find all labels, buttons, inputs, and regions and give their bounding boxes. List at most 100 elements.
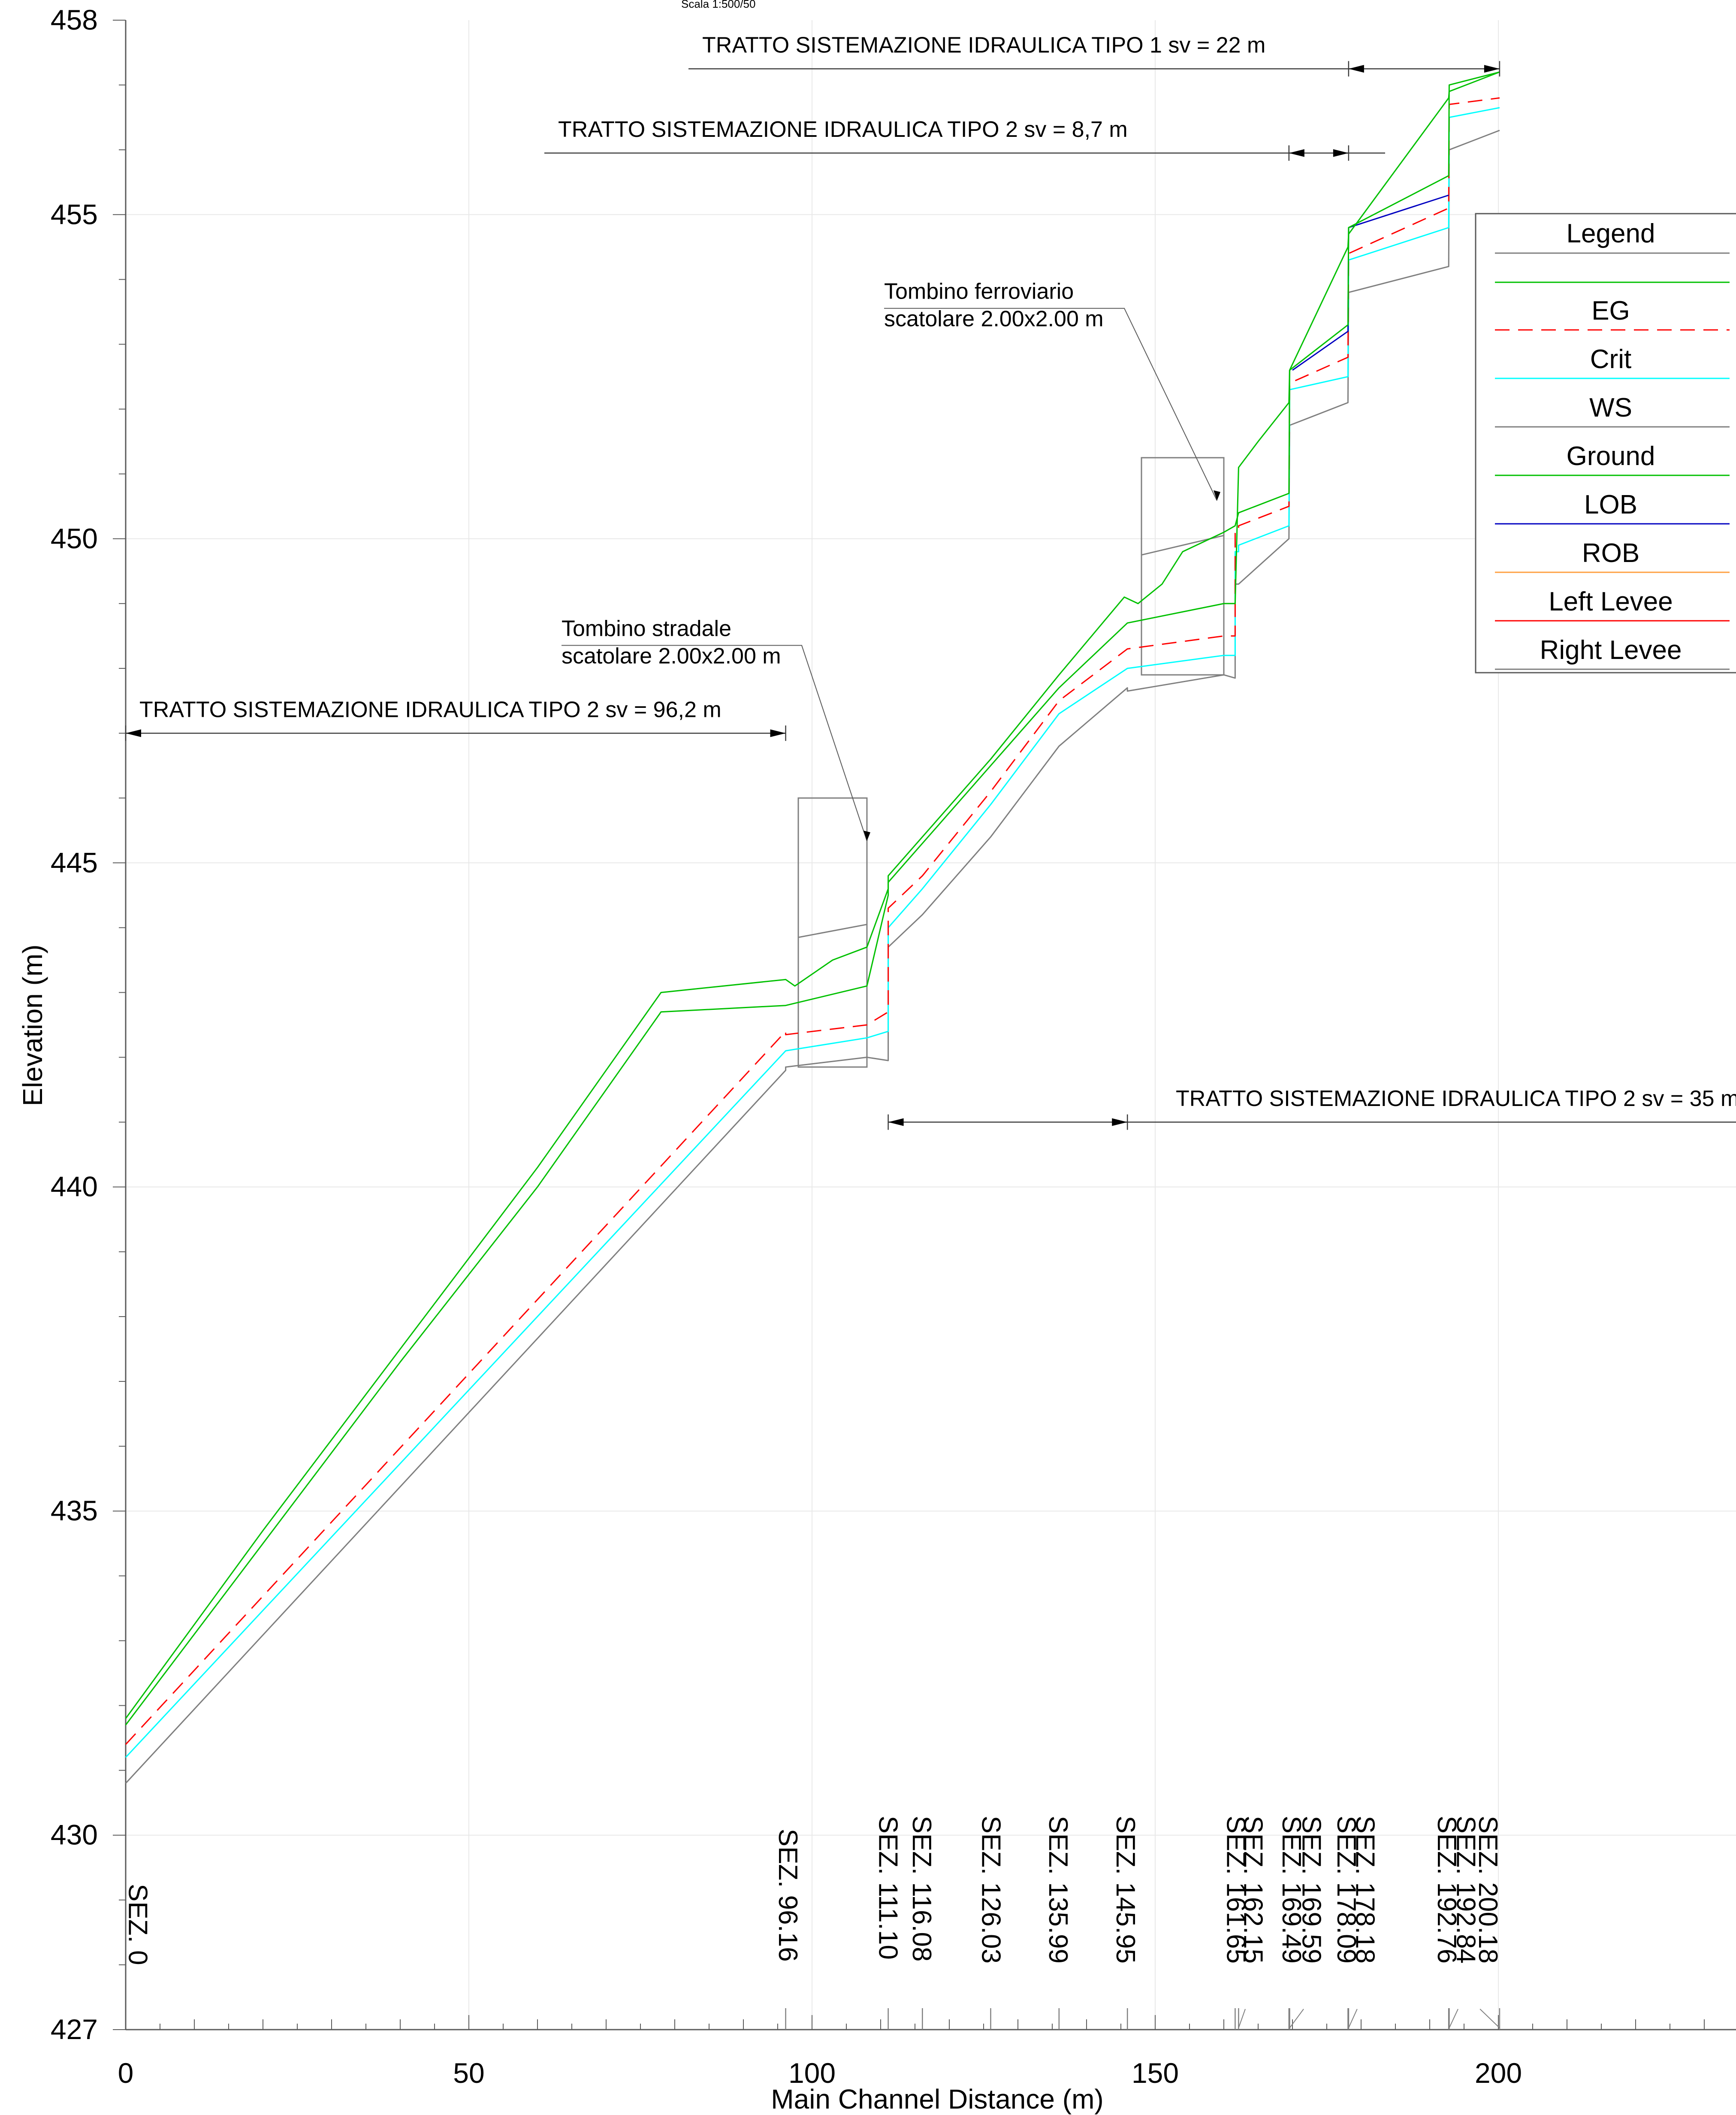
section-label: SEZ. 161.65 (1221, 1816, 1251, 1964)
legend-entry: EG (1495, 296, 1730, 331)
x-tick-label: 100 (788, 2057, 836, 2089)
legend-label: Right Levee (1540, 635, 1682, 665)
section-marker: SEZ. 178.18 (1348, 1816, 1380, 2030)
section-marker: SEZ. 162.15 (1238, 1816, 1268, 2030)
legend-label: WS (1589, 393, 1632, 423)
section-marker: SEZ. 126.03 (976, 1816, 1005, 2030)
reach-annotation: TRATTO SISTEMAZIONE IDRAULICA TIPO 2 sv … (125, 697, 786, 741)
reach-arrow-end (1333, 149, 1349, 157)
section-label: SEZ. 169.59 (1297, 1816, 1326, 1964)
reach-arrow-start (1348, 65, 1364, 73)
section-marker: SEZ. 161.65 (1221, 1816, 1251, 2030)
reach-arrow-start (888, 1118, 904, 1126)
x-axis-title: Main Channel Distance (m) (771, 2084, 1103, 2115)
reach-arrow-end (770, 729, 786, 737)
x-tick-label: 0 (118, 2057, 134, 2089)
reach-arrow-start (1289, 149, 1304, 157)
reach-annotation: TRATTO SISTEMAZIONE IDRAULICA TIPO 2 sv … (888, 1086, 1736, 1130)
section-label: SEZ. 162.15 (1238, 1816, 1268, 1964)
reach-label: TRATTO SISTEMAZIONE IDRAULICA TIPO 1 sv … (702, 33, 1265, 58)
culvert-leader-arrow (863, 831, 870, 841)
reach-annotations: TRATTO SISTEMAZIONE IDRAULICA TIPO 1 sv … (125, 33, 1736, 1130)
y-tick-label: 458 (51, 4, 98, 36)
series-eg (125, 97, 1500, 1745)
y-tick-label: 427 (51, 2013, 98, 2045)
culvert-label: Tombino ferroviario (884, 279, 1074, 304)
section-marker: SEZ. 192.76 (1432, 1816, 1461, 2030)
culvert-label: Tombino stradale (562, 616, 731, 641)
section-label: SEZ. 192.76 (1432, 1816, 1461, 1964)
culvert-leader (562, 645, 867, 841)
legend-label: Ground (1567, 441, 1655, 471)
culvert-label: scatolare 2.00x2.00 m (562, 644, 781, 668)
legend-label: EG (1591, 296, 1630, 326)
x-tick-label: 200 (1475, 2057, 1522, 2089)
section-label: SEZ. 178.18 (1350, 1816, 1380, 1964)
y-tick-label: 455 (51, 198, 98, 230)
y-tick-label: 445 (51, 846, 98, 878)
section-marker: SEZ. 178.09 (1331, 1816, 1361, 2030)
legend-entry: LOB (1495, 490, 1730, 525)
section-marker: SEZ. 169.59 (1289, 1816, 1326, 2030)
section-marker: SEZ. 200.18 (1473, 1816, 1503, 2030)
section-offset-leader (1479, 2009, 1500, 2028)
ticks: 0501001502002427430435440445450455458 (51, 4, 1705, 2089)
section-marker: SEZ. 111.10 (873, 1816, 903, 2030)
y-tick-label: 430 (51, 1819, 98, 1851)
legend-title: Legend (1567, 219, 1655, 248)
series-left-levee (125, 71, 1500, 1719)
x-tick-label: 150 (1132, 2057, 1179, 2089)
reach-annotation: TRATTO SISTEMAZIONE IDRAULICA TIPO 1 sv … (688, 33, 1501, 77)
section-labels: SEZ. 0 SEZ. 96.16 SEZ. 111.10 SEZ. 116.08 SE… (123, 1816, 1503, 2030)
section-marker: SEZ. 116.08 (907, 1816, 936, 2030)
legend-entry: WS (1495, 393, 1730, 428)
legend-entry: Crit (1495, 344, 1730, 379)
culvert-leader (884, 308, 1217, 501)
culvert-structure: Tombino stradale scatolare 2.00x2.00 m (562, 616, 870, 1068)
section-label: SEZ. 116.08 (907, 1816, 936, 1961)
culvert-label: scatolare 2.00x2.00 m (884, 307, 1104, 332)
section-label: SEZ. 111.10 (873, 1816, 903, 1959)
legend-box (1475, 213, 1736, 674)
section-marker: SEZ. 169.49 (1277, 1816, 1306, 2030)
section-offset-leader (1348, 2009, 1358, 2028)
reach-label: TRATTO SISTEMAZIONE IDRAULICA TIPO 2 sv … (139, 697, 722, 722)
legend-entries: EG Crit WS Ground LOB ROB Left Levee Right Leve… (1495, 296, 1730, 670)
section-offset-leader (1238, 2009, 1246, 2028)
reach-arrow-end (1112, 1118, 1128, 1126)
section-offset-leader (1289, 2009, 1304, 2028)
series (125, 71, 1500, 1784)
reach-arrow-end (1484, 65, 1500, 73)
section-label: SEZ. 169.49 (1277, 1816, 1306, 1964)
culvert-structure: Tombino ferroviario scatolare 2.00x2.00 m (884, 279, 1225, 676)
scale-note: Scala 1:500/50 (681, 0, 755, 10)
reach-label: TRATTO SISTEMAZIONE IDRAULICA TIPO 2 sv … (558, 117, 1128, 142)
y-tick-label: 440 (51, 1171, 98, 1203)
section-label: SEZ. 178.09 (1331, 1816, 1361, 1964)
legend: Legend EG Crit WS Ground LOB ROB Left Levee Rig… (1475, 213, 1736, 674)
section-label: SEZ. 192.84 (1451, 1816, 1481, 1964)
x-tick-label: 50 (453, 2057, 484, 2089)
y-axis-title: Elevation (m) (17, 945, 48, 1106)
section-label: SEZ. 96.16 (773, 1829, 803, 1962)
series-right-levee (125, 71, 1500, 1725)
legend-entry: Left Levee (1495, 587, 1730, 622)
reach-label: TRATTO SISTEMAZIONE IDRAULICA TIPO 2 sv … (1176, 1086, 1736, 1111)
section-marker: SEZ. 96.16 (773, 1829, 803, 2030)
legend-entry: ROB (1495, 538, 1730, 573)
culvert-box (797, 797, 868, 1068)
section-label: SEZ. 145.95 (1111, 1816, 1140, 1964)
section-marker: SEZ. 0 (123, 1884, 153, 1965)
reach-arrow-start (126, 729, 141, 737)
y-tick-label: 450 (51, 523, 98, 554)
legend-label: ROB (1582, 538, 1639, 568)
culvert-leader-arrow (1214, 490, 1220, 501)
legend-entry: Ground (1495, 441, 1730, 476)
section-label: SEZ. 0 (123, 1884, 153, 1965)
section-offset-leader (1449, 2009, 1458, 2028)
section-marker: SEZ. 192.84 (1449, 1816, 1481, 2030)
section-label: SEZ. 200.18 (1473, 1816, 1503, 1964)
legend-label: LOB (1584, 490, 1637, 520)
